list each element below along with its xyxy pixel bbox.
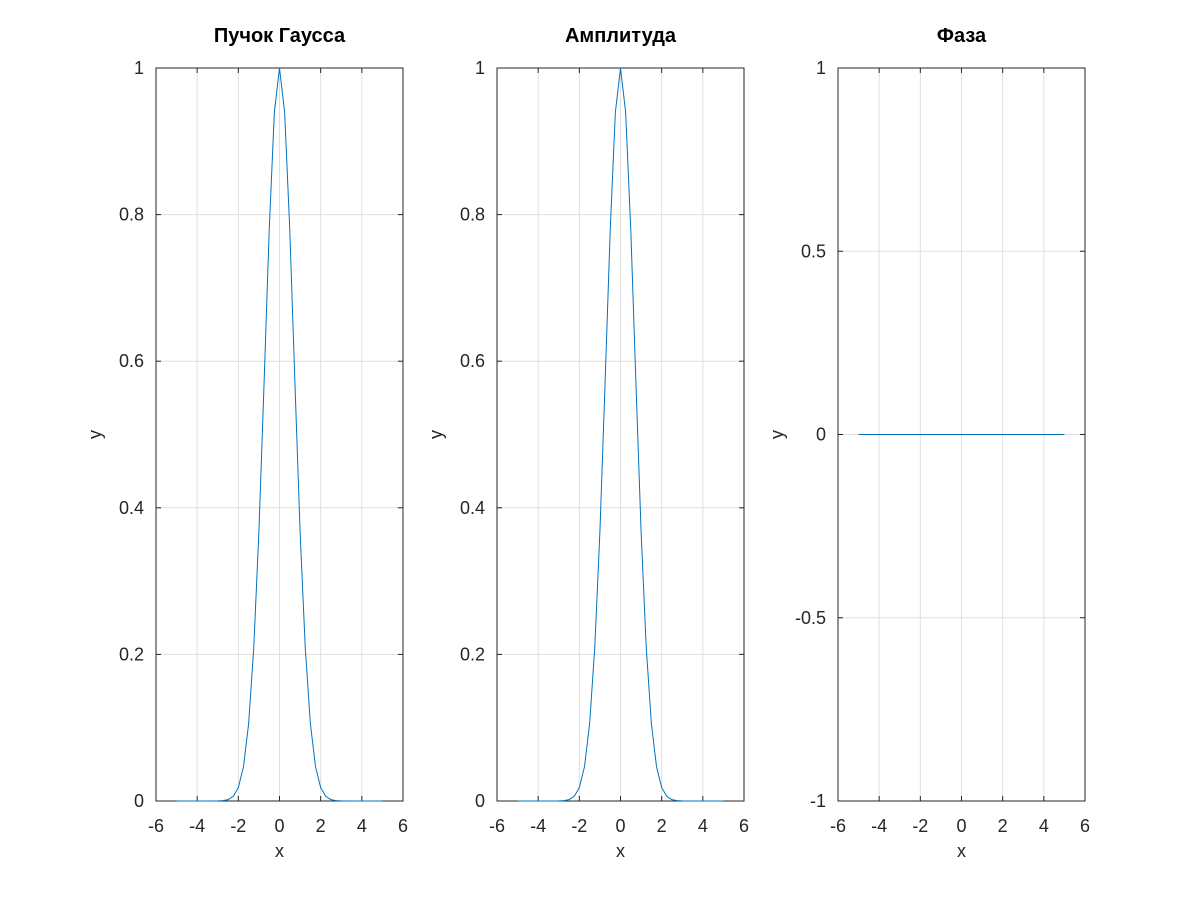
chart-2-ytick-label-4: 1: [816, 58, 826, 78]
chart-0-ylabel: y: [85, 430, 105, 439]
chart-2-ytick-label-0: -1: [810, 791, 826, 811]
chart-0-xtick-label-2: -2: [230, 816, 246, 836]
subplot-phase: -6 -4 -2 0 2 4 6 -1 -0.5 0 0.5 1 Фаза x y: [767, 25, 1090, 861]
chart-2-title: Фаза: [937, 25, 987, 47]
chart-0-ytick-label-0: 0: [134, 791, 144, 811]
chart-2-xtick-label-6: 6: [1080, 816, 1090, 836]
chart-1-xtick-label-1: -4: [530, 816, 546, 836]
chart-2-xtick-label-1: -4: [871, 816, 887, 836]
chart-1-xtick-label-5: 4: [698, 816, 708, 836]
chart-2-xtick-label-3: 0: [956, 816, 966, 836]
chart-0-ytick-label-2: 0.4: [119, 498, 144, 518]
subplot-amplitude: -6 -4 -2 0 2 4 6 0 0.2 0.4 0.6 0.8 1 Амплитуда x y: [426, 25, 749, 861]
chart-1-xtick-label-3: 0: [615, 816, 625, 836]
chart-2-ylabel: y: [767, 430, 787, 439]
chart-2-ytick-label-2: 0: [816, 425, 826, 445]
chart-1-ytick-label-2: 0.4: [460, 498, 485, 518]
chart-1-ytick-label-4: 0.8: [460, 205, 485, 225]
chart-0-xtick-label-1: -4: [189, 816, 205, 836]
chart-2-ytick-label-1: -0.5: [795, 608, 826, 628]
chart-0-ytick-label-5: 1: [134, 58, 144, 78]
chart-0-xtick-label-3: 0: [274, 816, 284, 836]
chart-1-xtick-label-0: -6: [489, 816, 505, 836]
chart-0-title: Пучок Гаусса: [214, 25, 346, 47]
chart-1-title: Амплитуда: [565, 25, 677, 47]
subplot-gaussian-beam: -6 -4 -2 0 2 4 6 0 0.2 0.4 0.6 0.8 1 Пучок Гаусса x y: [85, 25, 408, 861]
chart-1-ytick-label-0: 0: [475, 791, 485, 811]
chart-1-xtick-label-4: 2: [657, 816, 667, 836]
chart-2-ytick-label-3: 0.5: [801, 241, 826, 261]
chart-1-series-line-0: [517, 67, 724, 802]
chart-0-xtick-label-6: 6: [398, 816, 408, 836]
chart-1-ytick-label-5: 1: [475, 58, 485, 78]
chart-2-xtick-label-5: 4: [1039, 816, 1049, 836]
chart-0-ytick-label-4: 0.8: [119, 205, 144, 225]
chart-1-ylabel: y: [426, 430, 446, 439]
chart-0-ytick-label-3: 0.6: [119, 351, 144, 371]
chart-0-xtick-label-5: 4: [357, 816, 367, 836]
chart-0-ytick-label-1: 0.2: [119, 644, 144, 664]
chart-0-xlabel: x: [275, 841, 284, 861]
chart-1-ytick-label-1: 0.2: [460, 644, 485, 664]
chart-1-ytick-label-3: 0.6: [460, 351, 485, 371]
chart-0-xtick-label-4: 2: [316, 816, 326, 836]
chart-1-xlabel: x: [616, 841, 625, 861]
chart-2-xtick-label-4: 2: [998, 816, 1008, 836]
chart-2-xlabel: x: [957, 841, 966, 861]
chart-2-xtick-label-2: -2: [912, 816, 928, 836]
chart-2-xtick-label-0: -6: [830, 816, 846, 836]
chart-0-series-line-0: [176, 67, 383, 802]
chart-1-xtick-label-6: 6: [739, 816, 749, 836]
chart-0-xtick-label-0: -6: [148, 816, 164, 836]
chart-1-xtick-label-2: -2: [571, 816, 587, 836]
